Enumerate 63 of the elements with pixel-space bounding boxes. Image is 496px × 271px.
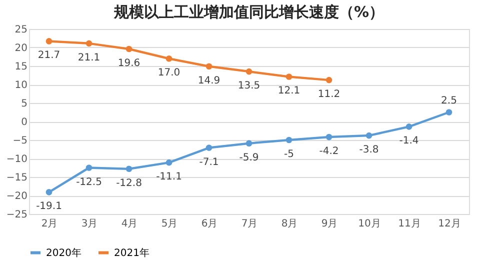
point [246,68,252,75]
x-tick-label: 11月 [398,218,421,230]
data-label: -7.1 [199,156,219,168]
point [126,166,132,172]
point [286,74,292,80]
data-label: 12.1 [278,86,300,97]
point [206,63,212,70]
data-label: -4.2 [319,146,339,158]
x-tick-label: 9月 [321,218,338,230]
y-tick-label: −5 [12,136,28,146]
point [86,164,92,171]
x-tick-label: 10月 [358,218,381,230]
y-tick-label: −20 [6,191,28,202]
x-tick-label: 12月 [438,218,461,230]
chart-title: 规模以上工业增加值同比增长速度（%） [112,3,384,21]
data-label: -5.9 [239,152,259,164]
point [126,46,132,52]
point [366,132,372,139]
point [166,55,172,62]
y-tick-label: 15 [14,62,28,72]
point [406,124,412,130]
x-tick-label: 6月 [201,218,218,230]
data-label: -11.1 [156,172,182,183]
data-label: 2.5 [441,95,457,106]
data-label: -3.8 [359,144,379,156]
data-label: -5 [284,149,294,160]
point [86,40,92,47]
point [286,136,292,144]
data-label: 17.0 [158,68,180,79]
point [46,38,52,44]
x-tick-label: 5月 [161,218,178,230]
point [326,134,332,140]
legend-label: 2021年 [114,246,150,259]
data-label: 21.7 [38,50,60,62]
data-label: -12.5 [76,176,102,188]
y-tick-label: 0 [21,117,28,128]
point [246,140,252,146]
point [46,189,52,196]
point [206,144,212,151]
data-label: -19.1 [36,201,62,212]
y-tick-label: 10 [14,80,28,91]
x-tick-label: 3月 [81,218,98,230]
data-label: -12.8 [116,178,142,189]
x-tick-label: 7月 [241,218,258,230]
x-tick-label: 8月 [281,218,298,230]
data-label: 14.9 [198,75,220,86]
point [326,76,332,84]
point [446,109,452,116]
y-tick-label: −10 [6,154,28,165]
data-label: 21.1 [78,52,100,64]
x-tick-label: 4月 [121,218,138,230]
y-tick-label: 5 [21,98,28,110]
y-tick-label: −15 [6,172,28,184]
point [166,159,172,166]
data-label: -1.4 [399,136,419,147]
x-tick-label: 2月 [41,218,58,230]
y-tick-label: −25 [6,210,28,220]
y-tick-label: 20 [14,43,28,54]
data-label: 19.6 [118,58,140,69]
data-label: 13.5 [238,80,260,92]
data-label: 11.2 [318,89,340,100]
legend-label: 2020年 [46,246,82,259]
y-tick-label: 25 [14,24,28,36]
